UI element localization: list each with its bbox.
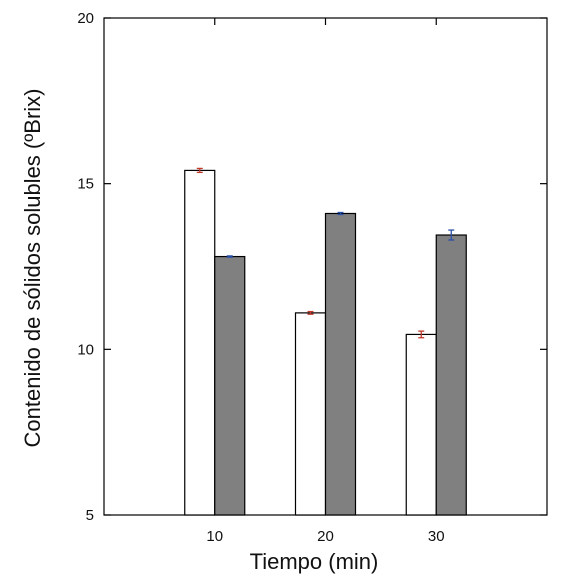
x-tick-label: 10	[206, 528, 223, 545]
y-tick-label: 15	[77, 176, 94, 193]
error-bar	[337, 211, 344, 216]
error-bar	[226, 255, 233, 258]
x-axis-title: Tiempo (min)	[250, 549, 379, 574]
error-bar	[448, 229, 455, 241]
error-bar	[196, 167, 203, 174]
y-tick-label: 5	[86, 507, 94, 524]
x-tick-label: 20	[317, 528, 334, 545]
y-axis-title: Contenido de sólidos solubles (ºBrix)	[20, 89, 45, 448]
x-tick-label: 30	[428, 528, 445, 545]
bar	[214, 255, 246, 516]
error-bar	[418, 330, 425, 339]
y-tick-label: 10	[77, 341, 94, 358]
bar	[324, 212, 357, 516]
error-bar	[307, 310, 314, 315]
y-tick-label: 20	[77, 10, 94, 27]
bar	[294, 312, 327, 516]
bar	[184, 169, 216, 516]
bar	[405, 333, 437, 516]
bar	[435, 234, 467, 516]
